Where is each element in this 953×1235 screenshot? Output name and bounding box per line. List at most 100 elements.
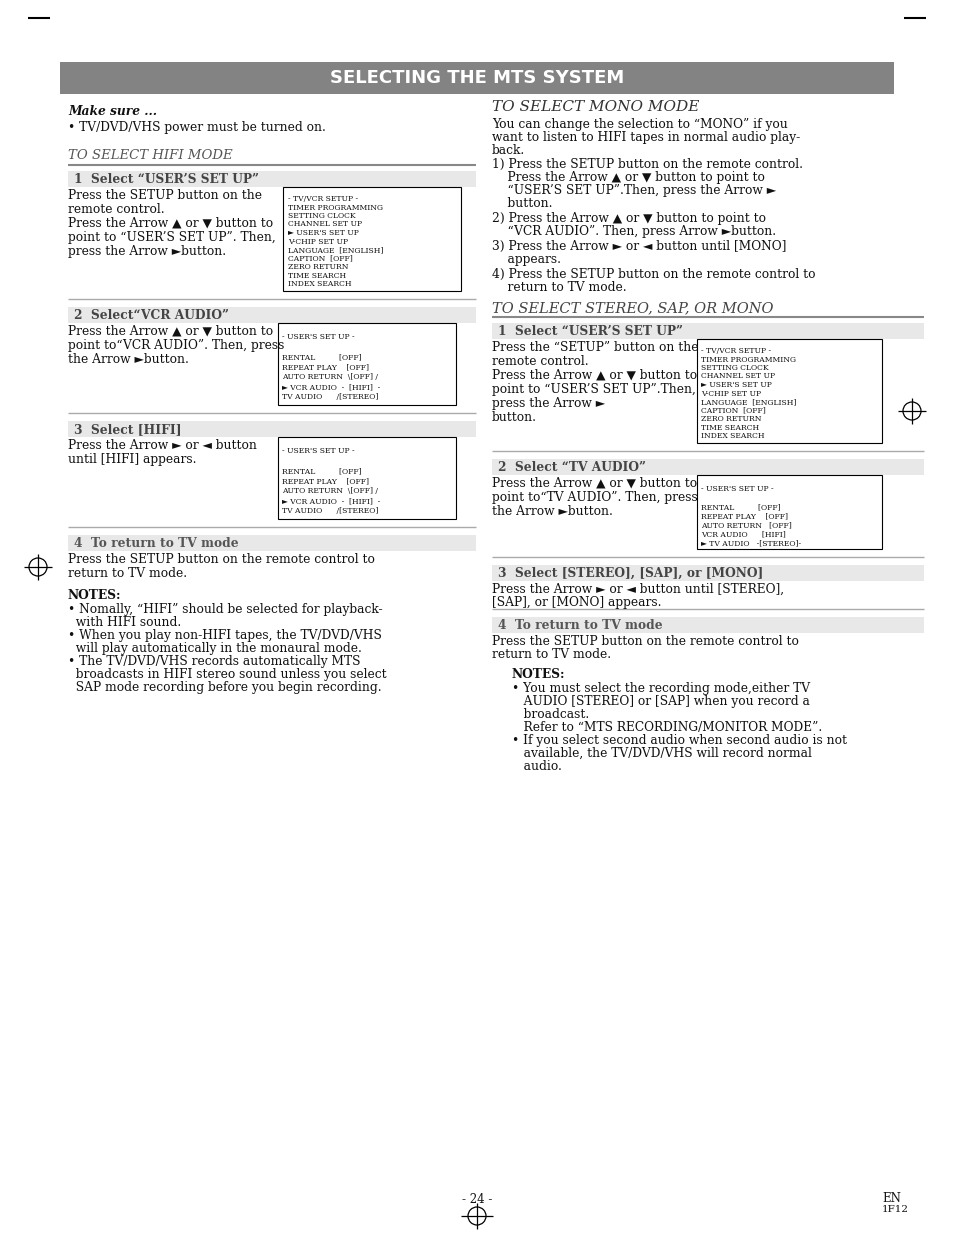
Text: broadcast.: broadcast.: [512, 708, 589, 721]
Text: 1) Press the SETUP button on the remote control.: 1) Press the SETUP button on the remote …: [492, 158, 802, 170]
Text: 3  Select [STEREO], [SAP], or [MONO]: 3 Select [STEREO], [SAP], or [MONO]: [497, 567, 762, 580]
Text: TO SELECT STEREO, SAP, OR MONO: TO SELECT STEREO, SAP, OR MONO: [492, 301, 773, 315]
Text: REPEAT PLAY    [OFF]: REPEAT PLAY [OFF]: [700, 513, 787, 520]
Text: 3  Select [HIFI]: 3 Select [HIFI]: [74, 424, 181, 436]
Text: button.: button.: [492, 198, 552, 210]
Text: 3) Press the Arrow ► or ◄ button until [MONO]: 3) Press the Arrow ► or ◄ button until […: [492, 240, 785, 253]
Bar: [492, 564, 923, 580]
Text: Press the Arrow ▲ or ▼ button to: Press the Arrow ▲ or ▼ button to: [68, 325, 273, 338]
Text: EN: EN: [882, 1192, 900, 1205]
Text: 2) Press the Arrow ▲ or ▼ button to point to: 2) Press the Arrow ▲ or ▼ button to poin…: [492, 212, 765, 225]
Text: point to “USER’S SET UP”. Then,: point to “USER’S SET UP”. Then,: [68, 231, 275, 245]
Text: - USER'S SET UP -: - USER'S SET UP -: [700, 485, 773, 493]
Text: want to listen to HIFI tapes in normal audio play-: want to listen to HIFI tapes in normal a…: [492, 131, 800, 144]
Text: 4) Press the SETUP button on the remote control to: 4) Press the SETUP button on the remote …: [492, 268, 815, 282]
Bar: [68, 421, 476, 437]
Bar: [283, 186, 460, 291]
Text: until [HIFI] appears.: until [HIFI] appears.: [68, 453, 196, 466]
Text: ► VCR AUDIO  -  [HIFI]  -: ► VCR AUDIO - [HIFI] -: [282, 496, 380, 505]
Text: INDEX SEARCH: INDEX SEARCH: [288, 280, 351, 288]
Text: INDEX SEARCH: INDEX SEARCH: [700, 432, 763, 440]
Text: ► USER'S SET UP: ► USER'S SET UP: [700, 382, 771, 389]
Text: SETTING CLOCK: SETTING CLOCK: [700, 364, 768, 372]
Text: • Nomally, “HIFI” should be selected for playback-: • Nomally, “HIFI” should be selected for…: [68, 603, 382, 616]
Text: Make sure ...: Make sure ...: [68, 105, 157, 119]
Text: REPEAT PLAY    [OFF]: REPEAT PLAY [OFF]: [282, 363, 369, 370]
Text: You can change the selection to “MONO” if you: You can change the selection to “MONO” i…: [492, 119, 787, 131]
Text: - USER'S SET UP -: - USER'S SET UP -: [282, 447, 355, 454]
Text: REPEAT PLAY    [OFF]: REPEAT PLAY [OFF]: [282, 477, 369, 485]
Text: 2  Select “TV AUDIO”: 2 Select “TV AUDIO”: [497, 461, 645, 474]
Text: CHANNEL SET UP: CHANNEL SET UP: [288, 221, 362, 228]
Text: • The TV/DVD/VHS records automatically MTS: • The TV/DVD/VHS records automatically M…: [68, 655, 360, 668]
Text: ► USER'S SET UP: ► USER'S SET UP: [288, 228, 358, 237]
Text: 1  Select “USER’S SET UP”: 1 Select “USER’S SET UP”: [497, 325, 682, 338]
Text: Press the Arrow ▲ or ▼ button to point to: Press the Arrow ▲ or ▼ button to point t…: [492, 170, 764, 184]
Text: LANGUAGE  [ENGLISH]: LANGUAGE [ENGLISH]: [700, 398, 796, 406]
Text: point to“VCR AUDIO”. Then, press: point to“VCR AUDIO”. Then, press: [68, 338, 284, 352]
Text: remote control.: remote control.: [68, 203, 165, 216]
Text: RENTAL          [OFF]: RENTAL [OFF]: [282, 353, 361, 361]
Text: available, the TV/DVD/VHS will record normal: available, the TV/DVD/VHS will record no…: [512, 747, 811, 760]
Text: TIME SEARCH: TIME SEARCH: [288, 272, 346, 279]
Text: Press the SETUP button on the remote control to: Press the SETUP button on the remote con…: [68, 553, 375, 566]
Text: SELECTING THE MTS SYSTEM: SELECTING THE MTS SYSTEM: [330, 69, 623, 86]
Bar: [68, 308, 476, 324]
Text: broadcasts in HIFI stereo sound unless you select: broadcasts in HIFI stereo sound unless y…: [68, 668, 386, 680]
Bar: [277, 437, 456, 519]
Text: Press the SETUP button on the: Press the SETUP button on the: [68, 189, 262, 203]
Text: point to“TV AUDIO”. Then, press: point to“TV AUDIO”. Then, press: [492, 492, 697, 504]
Text: TIMER PROGRAMMING: TIMER PROGRAMMING: [288, 204, 382, 211]
Text: AUTO RETURN  \[OFF] /: AUTO RETURN \[OFF] /: [282, 487, 377, 495]
Text: SETTING CLOCK: SETTING CLOCK: [288, 212, 355, 220]
Text: • You must select the recording mode,either TV: • You must select the recording mode,eit…: [512, 682, 809, 695]
Text: with HIFI sound.: with HIFI sound.: [68, 616, 181, 629]
Text: the Arrow ►button.: the Arrow ►button.: [492, 505, 612, 517]
Text: TV AUDIO      /[STEREO]: TV AUDIO /[STEREO]: [282, 508, 378, 515]
Text: AUTO RETURN  \[OFF] /: AUTO RETURN \[OFF] /: [282, 373, 377, 382]
Bar: [277, 324, 456, 405]
Text: audio.: audio.: [512, 760, 561, 773]
Text: ► TV AUDIO   -[STEREO]-: ► TV AUDIO -[STEREO]-: [700, 538, 801, 547]
Text: ZERO RETURN: ZERO RETURN: [700, 415, 760, 424]
Text: • When you play non-HIFI tapes, the TV/DVD/VHS: • When you play non-HIFI tapes, the TV/D…: [68, 629, 381, 642]
Text: 4  To return to TV mode: 4 To return to TV mode: [74, 537, 238, 550]
Text: • If you select second audio when second audio is not: • If you select second audio when second…: [512, 734, 846, 747]
Text: - TV/VCR SETUP -: - TV/VCR SETUP -: [288, 195, 357, 203]
Text: NOTES:: NOTES:: [512, 668, 565, 680]
Text: TO SELECT HIFI MODE: TO SELECT HIFI MODE: [68, 149, 233, 162]
Text: will play automatically in the monaural mode.: will play automatically in the monaural …: [68, 642, 361, 655]
Text: CHANNEL SET UP: CHANNEL SET UP: [700, 373, 774, 380]
Bar: [697, 475, 882, 550]
Text: - USER'S SET UP -: - USER'S SET UP -: [282, 333, 355, 341]
Text: RENTAL          [OFF]: RENTAL [OFF]: [282, 467, 361, 475]
Bar: [68, 170, 476, 186]
Text: point to “USER’S SET UP”.Then,: point to “USER’S SET UP”.Then,: [492, 383, 695, 396]
Text: Press the Arrow ▲ or ▼ button to: Press the Arrow ▲ or ▼ button to: [492, 477, 697, 490]
Text: RENTAL          [OFF]: RENTAL [OFF]: [700, 503, 780, 511]
Bar: [697, 338, 882, 443]
Text: remote control.: remote control.: [492, 354, 588, 368]
Text: • TV/DVD/VHS power must be turned on.: • TV/DVD/VHS power must be turned on.: [68, 121, 326, 135]
Text: Press the Arrow ▲ or ▼ button to: Press the Arrow ▲ or ▼ button to: [492, 369, 697, 382]
Text: 1F12: 1F12: [882, 1205, 908, 1214]
Bar: [492, 459, 923, 475]
Text: Press the SETUP button on the remote control to: Press the SETUP button on the remote con…: [492, 635, 798, 648]
Text: return to TV mode.: return to TV mode.: [68, 567, 187, 580]
Text: CAPTION  [OFF]: CAPTION [OFF]: [700, 406, 765, 415]
Text: “USER’S SET UP”.Then, press the Arrow ►: “USER’S SET UP”.Then, press the Arrow ►: [492, 184, 776, 198]
Text: back.: back.: [492, 144, 525, 157]
Text: button.: button.: [492, 411, 537, 424]
Text: TV AUDIO      /[STEREO]: TV AUDIO /[STEREO]: [282, 393, 378, 401]
Bar: [60, 62, 893, 94]
Text: CAPTION  [OFF]: CAPTION [OFF]: [288, 254, 353, 263]
Text: V-CHIP SET UP: V-CHIP SET UP: [700, 389, 760, 398]
Text: - TV/VCR SETUP -: - TV/VCR SETUP -: [700, 347, 770, 354]
Text: Press the Arrow ► or ◄ button: Press the Arrow ► or ◄ button: [68, 438, 256, 452]
Text: AUTO RETURN   [OFF]: AUTO RETURN [OFF]: [700, 521, 791, 529]
Text: V-CHIP SET UP: V-CHIP SET UP: [288, 237, 348, 246]
Text: return to TV mode.: return to TV mode.: [492, 648, 611, 661]
Text: NOTES:: NOTES:: [68, 589, 121, 601]
Text: TIME SEARCH: TIME SEARCH: [700, 424, 759, 431]
Text: TIMER PROGRAMMING: TIMER PROGRAMMING: [700, 356, 795, 363]
